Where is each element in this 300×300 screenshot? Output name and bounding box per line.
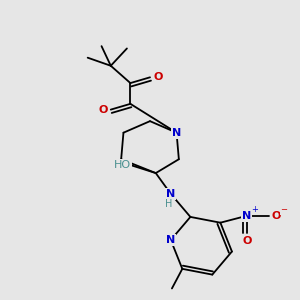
Text: −: − — [280, 206, 287, 214]
Text: H: H — [165, 199, 172, 209]
Text: O: O — [242, 236, 252, 246]
Text: O: O — [271, 211, 280, 221]
Text: N: N — [166, 235, 176, 245]
Text: N: N — [242, 211, 251, 221]
Text: N: N — [172, 128, 181, 138]
Text: +: + — [252, 206, 258, 214]
Text: O: O — [98, 105, 107, 115]
Text: N: N — [166, 189, 176, 199]
Text: O: O — [153, 72, 163, 82]
Text: HO: HO — [114, 160, 131, 170]
